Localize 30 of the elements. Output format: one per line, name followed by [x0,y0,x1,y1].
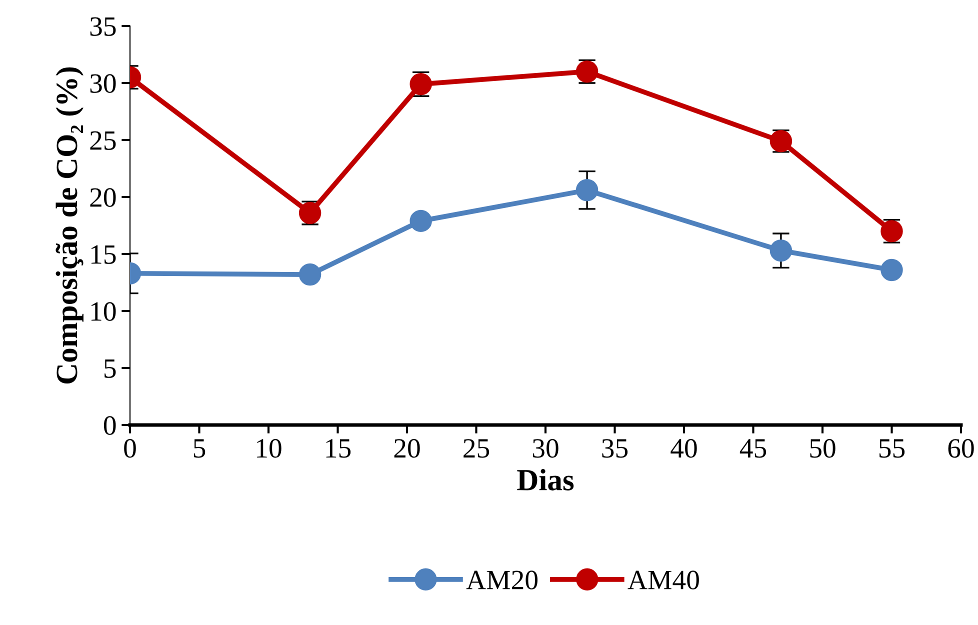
x-tick-label: 25 [464,439,490,458]
x-tick-label: 60 [948,438,974,458]
x-tick-label: 20 [394,438,420,458]
y-axis-title: Composição de CO₂ (%) [56,67,84,384]
legend-label: AM20 [466,570,538,590]
x-tick-label: 15 [326,439,351,458]
point [770,239,792,262]
x-axis-title: Dias [517,468,574,490]
point [880,258,903,282]
point [576,179,598,202]
x-tick-label: 10 [257,438,282,458]
y-tick-label: 35 [90,17,116,36]
point [410,210,432,232]
legend-label: AM40 [628,570,699,590]
x-tick-label: 45 [740,439,766,458]
x-tick-label: 5 [194,439,206,458]
y-tick-label: 5 [104,359,116,378]
y-tick-label: 10 [91,302,116,321]
point [298,263,322,286]
y-tick-label: 25 [90,131,116,150]
y-tick-label: 30 [90,74,116,93]
x-tick-label: 0 [124,438,136,458]
y-tick-label: 15 [91,245,116,264]
x-tick-label: 40 [670,438,697,458]
y-tick-label: 20 [90,188,116,207]
x-tick-label: 50 [810,438,836,458]
x-tick-label: 55 [879,439,905,458]
y-tick-label: 0 [104,416,116,435]
x-tick-label: 35 [602,439,628,458]
x-tick-label: 30 [532,438,558,458]
